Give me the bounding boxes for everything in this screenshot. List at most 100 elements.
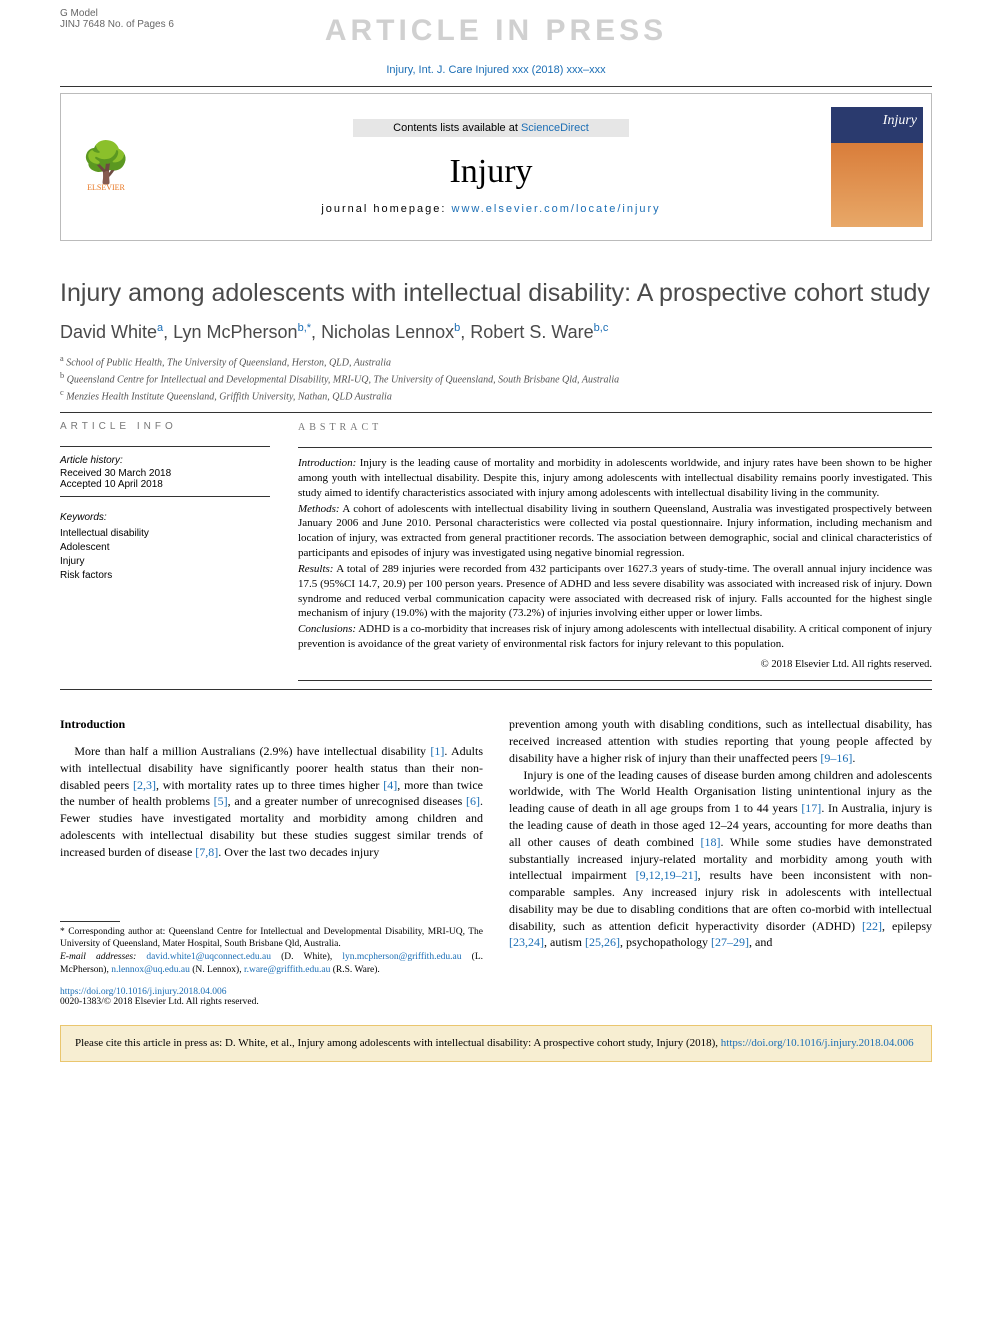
elsevier-tree-icon: 🌳 (81, 143, 131, 183)
author-0: David White (60, 322, 157, 342)
journal-banner: 🌳 ELSEVIER Contents lists available at S… (60, 93, 932, 241)
history-block: Article history: Received 30 March 2018 … (60, 455, 270, 497)
body-columns: Introduction More than half a million Au… (60, 716, 932, 977)
email-3-who: (R.S. Ware). (330, 965, 379, 975)
ref-1[interactable]: [1] (430, 744, 444, 758)
model-line-1: G Model (60, 8, 932, 19)
abs-conclusions-label: Conclusions: (298, 623, 356, 635)
abs-intro-label: Introduction: (298, 457, 356, 469)
author-2: Nicholas Lennox (321, 322, 454, 342)
cite-text: Please cite this article in press as: D.… (75, 1037, 721, 1049)
aff-1: Queensland Centre for Intellectual and D… (67, 374, 619, 385)
email-0[interactable]: david.white1@uqconnect.edu.au (146, 952, 271, 962)
ref-27-29[interactable]: [27–29] (711, 935, 749, 949)
author-2-sup: b (454, 322, 460, 334)
t-1g: . Over the last two decades injury (218, 845, 379, 859)
doi-block: https://doi.org/10.1016/j.injury.2018.04… (60, 987, 932, 1007)
doi-link[interactable]: https://doi.org/10.1016/j.injury.2018.04… (60, 987, 227, 997)
ref-23-24[interactable]: [23,24] (509, 935, 544, 949)
cite-doi-link[interactable]: https://doi.org/10.1016/j.injury.2018.04… (721, 1037, 914, 1049)
sciencedirect-link[interactable]: ScienceDirect (521, 122, 589, 134)
author-3: Robert S. Ware (470, 322, 593, 342)
t-1e: , and a greater number of unrecognised d… (228, 794, 466, 808)
rule-above-abstract (60, 412, 932, 413)
abstract-rule-top (298, 447, 932, 448)
intro-heading: Introduction (60, 716, 483, 733)
right-para-1: prevention among youth with disabling co… (509, 716, 932, 766)
keyword-0: Intellectual disability (60, 527, 270, 541)
elsevier-logo: 🌳 ELSEVIER (61, 94, 151, 240)
article-info-col: ARTICLE INFO Article history: Received 3… (60, 421, 270, 681)
email-2-who: (N. Lennox), (190, 965, 242, 975)
aff-2-sup: c (60, 388, 64, 397)
t-1c: , with mortality rates up to three times… (156, 778, 383, 792)
ref-9-16[interactable]: [9–16] (820, 751, 852, 765)
intro-para-1: More than half a million Australians (2.… (60, 743, 483, 861)
ref-9-12-19-21[interactable]: [9,12,19–21] (636, 868, 698, 882)
ref-7-8[interactable]: [7,8] (195, 845, 218, 859)
ref-25-26[interactable]: [25,26] (585, 935, 620, 949)
ref-2-3[interactable]: [2,3] (133, 778, 156, 792)
author-0-sup: a (157, 322, 163, 334)
aff-2: Menzies Health Institute Queensland, Gri… (66, 391, 392, 402)
keyword-1: Adolescent (60, 541, 270, 555)
abstract-col: ABSTRACT Introduction: Injury is the lea… (298, 421, 932, 681)
aff-0: School of Public Health, The University … (66, 357, 391, 368)
rule-below-abstract (60, 689, 932, 690)
email-1[interactable]: lyn.mcpherson@griffith.edu.au (342, 952, 461, 962)
r-2e: , epilepsy (882, 919, 932, 933)
r-2h: , and (749, 935, 772, 949)
journal-name: Injury (151, 153, 831, 191)
info-abstract-row: ARTICLE INFO Article history: Received 3… (60, 421, 932, 681)
r-2g: , psychopathology (620, 935, 711, 949)
author-1-sup: b,* (298, 322, 311, 334)
body-col-left: Introduction More than half a million Au… (60, 716, 483, 977)
article-info-head: ARTICLE INFO (60, 421, 270, 432)
running-head: Injury, Int. J. Care Injured xxx (2018) … (0, 64, 992, 76)
ref-17[interactable]: [17] (801, 801, 821, 815)
aff-0-sup: a (60, 354, 64, 363)
abs-results-label: Results: (298, 563, 333, 575)
homepage-link[interactable]: www.elsevier.com/locate/injury (452, 203, 661, 215)
abs-conclusions: ADHD is a co-morbidity that increases ri… (298, 623, 932, 650)
keyword-3: Risk factors (60, 569, 270, 583)
t-1a: More than half a million Australians (2.… (74, 744, 430, 758)
info-rule-2 (60, 496, 270, 497)
body-col-right: prevention among youth with disabling co… (509, 716, 932, 977)
email-3[interactable]: r.ware@griffith.edu.au (244, 965, 330, 975)
article-title: Injury among adolescents with intellectu… (60, 277, 932, 310)
cover-title: Injury (883, 113, 917, 129)
abs-intro: Injury is the leading cause of mortality… (298, 457, 932, 499)
author-3-sup: b,c (594, 322, 609, 334)
model-line-2: JINJ 7648 No. of Pages 6 (60, 19, 932, 30)
email-0-who: (D. White), (271, 952, 332, 962)
contents-prefix: Contents lists available at (393, 122, 521, 134)
r-1b: . (852, 751, 855, 765)
author-1: Lyn McPherson (173, 322, 297, 342)
ref-22[interactable]: [22] (862, 919, 882, 933)
abs-results: A total of 289 injuries were recorded fr… (298, 563, 932, 620)
r-1a: prevention among youth with disabling co… (509, 717, 932, 765)
keywords-head: Keywords: (60, 511, 270, 525)
ref-4[interactable]: [4] (383, 778, 397, 792)
page-header: G Model JINJ 7648 No. of Pages 6 (0, 0, 992, 34)
contents-available-line: Contents lists available at ScienceDirec… (353, 119, 629, 137)
ref-18[interactable]: [18] (700, 835, 720, 849)
ref-5[interactable]: [5] (214, 794, 228, 808)
history-head: Article history: (60, 455, 270, 466)
homepage-prefix: journal homepage: (321, 203, 451, 215)
banner-center: Contents lists available at ScienceDirec… (151, 119, 831, 215)
email-label: E-mail addresses: (60, 952, 146, 962)
abs-methods-label: Methods: (298, 503, 340, 515)
footnotes: * Corresponding author at: Queensland Ce… (60, 921, 483, 977)
abstract-rule-bot (298, 680, 932, 681)
email-2[interactable]: n.lennox@uq.edu.au (111, 965, 190, 975)
authors-line: David Whitea, Lyn McPhersonb,*, Nicholas… (60, 322, 932, 343)
corresponding-author: * Corresponding author at: Queensland Ce… (60, 926, 483, 952)
footnote-rule (60, 921, 120, 922)
ref-6[interactable]: [6] (466, 794, 480, 808)
publisher-name: ELSEVIER (87, 183, 125, 192)
keyword-2: Injury (60, 555, 270, 569)
homepage-line: journal homepage: www.elsevier.com/locat… (151, 203, 831, 215)
cite-this-article-box: Please cite this article in press as: D.… (60, 1025, 932, 1062)
